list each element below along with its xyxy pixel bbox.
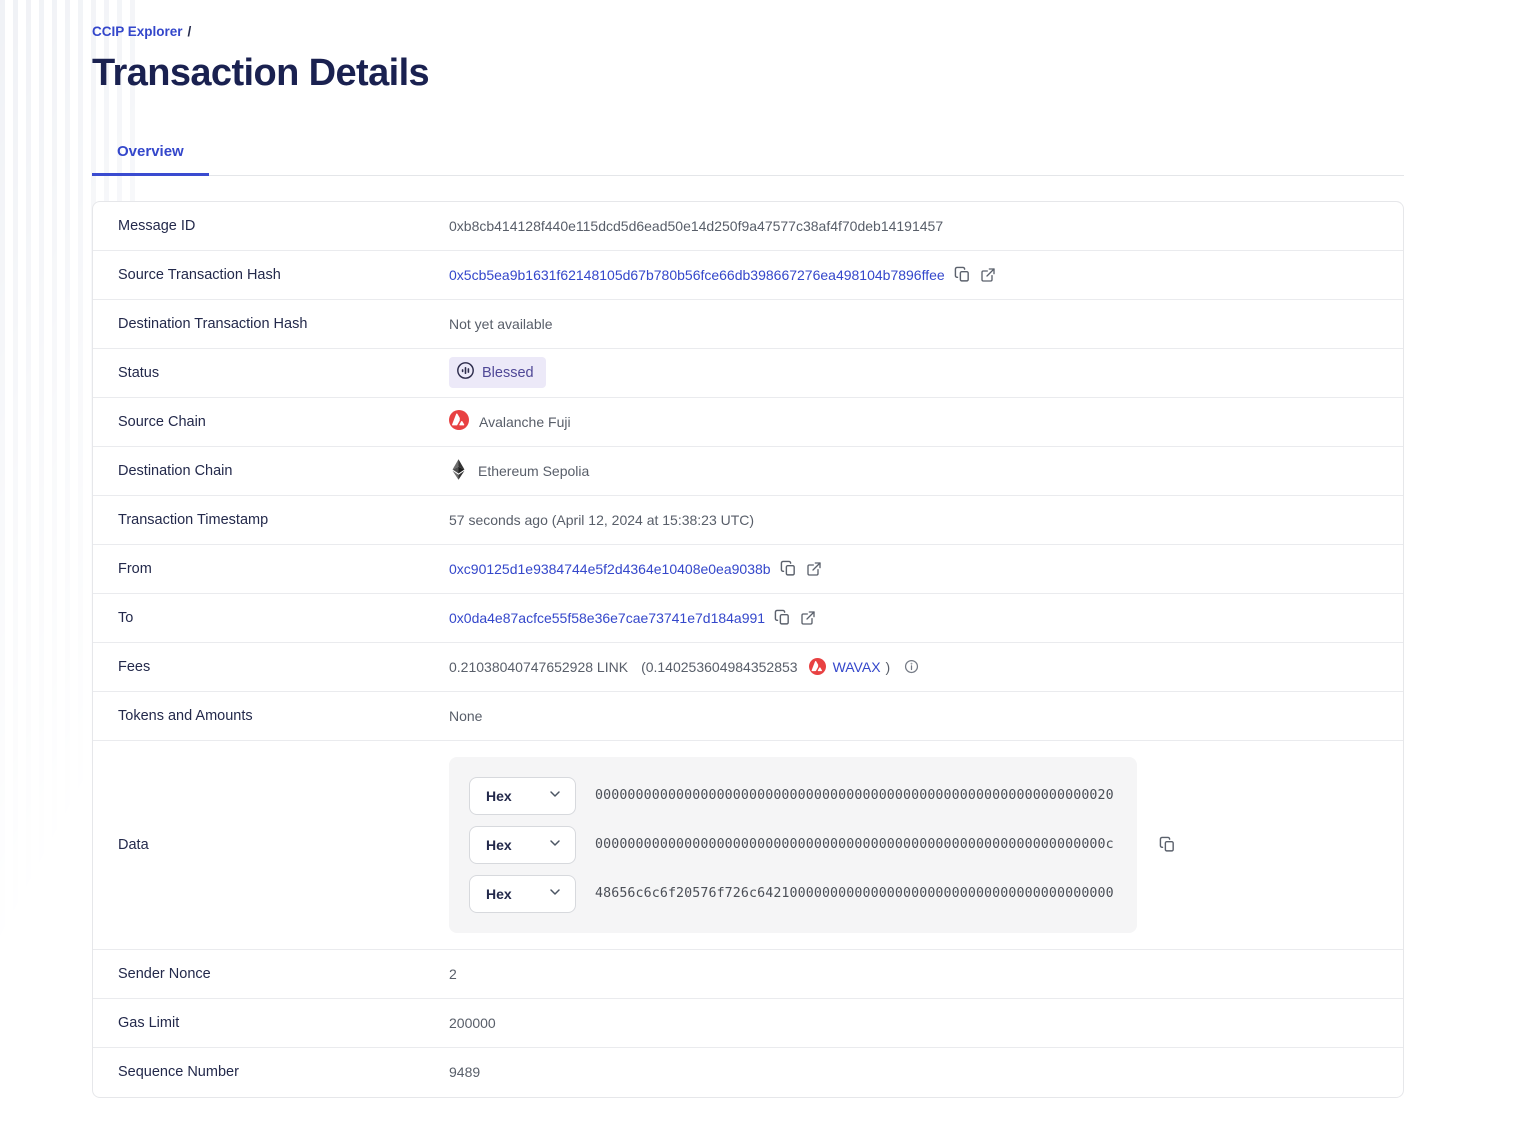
sender-nonce-value: 2 <box>449 965 457 982</box>
row-label: Destination Transaction Hash <box>118 315 308 332</box>
data-format-label: Hex <box>486 836 512 853</box>
data-line: Hex 000000000000000000000000000000000000… <box>469 825 1117 864</box>
data-hex-panel: Hex 000000000000000000000000000000000000… <box>449 756 1137 933</box>
status-badge: Blessed <box>449 357 546 388</box>
sequence-number-value: 9489 <box>449 1064 481 1080</box>
row-status: Status Blessed <box>93 349 1403 398</box>
chevron-down-icon <box>547 884 563 903</box>
row-sender-nonce: Sender Nonce 2 <box>93 950 1403 999</box>
dest-tx-hash-value: Not yet available <box>449 315 553 332</box>
source-tx-hash-link[interactable]: 0x5cb5ea9b1631f62148105d67b780b56fce66db… <box>449 266 945 283</box>
data-line: Hex 000000000000000000000000000000000000… <box>469 776 1117 815</box>
row-data: Data Hex 0000000000000000000000000000000… <box>93 741 1403 950</box>
tab-overview[interactable]: Overview <box>92 132 209 176</box>
data-hex-value: 48656c6c6f20576f726c64210000000000000000… <box>595 886 1114 901</box>
breadcrumb-ccip-explorer-link[interactable]: CCIP Explorer <box>92 24 183 39</box>
gas-limit-value: 200000 <box>449 1014 496 1031</box>
to-address-link[interactable]: 0x0da4e87acfce55f58e36e7cae73741e7d184a9… <box>449 609 766 626</box>
timestamp-value: 57 seconds ago (April 12, 2024 at 15:38:… <box>449 511 755 528</box>
row-label: Source Chain <box>118 413 206 430</box>
row-label: Transaction Timestamp <box>118 511 269 528</box>
row-sequence-number: Sequence Number 9489 <box>93 1048 1403 1097</box>
copy-icon[interactable] <box>954 266 971 283</box>
row-label: Message ID <box>118 217 196 234</box>
fees-converted-amount: (0.140253604984352853 <box>641 658 798 675</box>
data-format-label: Hex <box>486 885 512 902</box>
data-format-select[interactable]: Hex <box>469 874 576 913</box>
page-title: Transaction Details <box>92 51 430 94</box>
from-address-link[interactable]: 0xc90125d1e9384744e5f2d4364e10408e0ea903… <box>449 560 771 577</box>
data-format-select[interactable]: Hex <box>469 825 576 864</box>
row-label: Sender Nonce <box>118 965 211 982</box>
row-label: Destination Chain <box>118 462 233 479</box>
tokens-amounts-value: None <box>449 707 483 724</box>
row-label: Fees <box>118 658 151 675</box>
row-source-tx-hash: Source Transaction Hash 0x5cb5ea9b1631f6… <box>93 251 1403 300</box>
blessed-status-icon <box>456 361 475 384</box>
breadcrumb-separator: / <box>187 24 192 39</box>
fees-link-amount: 0.21038040747652928 LINK <box>449 658 629 675</box>
avalanche-icon <box>808 658 826 675</box>
row-timestamp: Transaction Timestamp 57 seconds ago (Ap… <box>93 496 1403 545</box>
data-format-select[interactable]: Hex <box>469 776 576 815</box>
info-icon[interactable] <box>904 659 919 674</box>
row-label: Status <box>118 364 160 381</box>
dest-chain-name: Ethereum Sepolia <box>478 462 590 479</box>
row-label: Tokens and Amounts <box>118 707 253 724</box>
row-label: To <box>118 609 134 626</box>
row-fees: Fees 0.21038040747652928 LINK (0.1402536… <box>93 643 1403 692</box>
page-container: CCIP Explorer / Transaction Details Overv… <box>92 0 1404 1098</box>
status-badge-label: Blessed <box>482 364 534 381</box>
row-source-chain: Source Chain Avalanche Fuji <box>93 398 1403 447</box>
wavax-token-link[interactable]: WAVAX <box>832 658 881 675</box>
fees-paren-close: ) <box>885 658 891 675</box>
row-dest-tx-hash: Destination Transaction Hash Not yet ava… <box>93 300 1403 349</box>
chevron-down-icon <box>547 786 563 805</box>
row-to: To 0x0da4e87acfce55f58e36e7cae73741e7d18… <box>93 594 1403 643</box>
external-link-icon[interactable] <box>800 610 816 626</box>
row-tokens-amounts: Tokens and Amounts None <box>93 692 1403 741</box>
transaction-details-card: Message ID 0xb8cb414128f440e115dcd5d6ead… <box>92 200 1404 1098</box>
data-format-label: Hex <box>486 787 512 804</box>
row-dest-chain: Destination Chain Ethereum Sepolia <box>93 447 1403 496</box>
chevron-down-icon <box>547 835 563 854</box>
copy-icon[interactable] <box>774 609 791 626</box>
row-label: From <box>118 560 152 577</box>
ethereum-icon <box>452 458 465 483</box>
row-label: Source Transaction Hash <box>118 266 281 283</box>
source-chain-name: Avalanche Fuji <box>479 413 571 430</box>
tab-bar: Overview <box>92 132 1404 176</box>
breadcrumb: CCIP Explorer / <box>92 0 1404 39</box>
copy-icon[interactable] <box>780 560 797 577</box>
row-label: Data <box>118 836 149 853</box>
copy-icon[interactable] <box>1159 836 1176 853</box>
row-from: From 0xc90125d1e9384744e5f2d4364e10408e0… <box>93 545 1403 594</box>
data-hex-value: 0000000000000000000000000000000000000000… <box>595 837 1114 852</box>
row-message-id: Message ID 0xb8cb414128f440e115dcd5d6ead… <box>93 202 1403 251</box>
external-link-icon[interactable] <box>806 561 822 577</box>
row-label: Sequence Number <box>118 1064 239 1080</box>
avalanche-icon <box>449 410 469 433</box>
row-gas-limit: Gas Limit 200000 <box>93 999 1403 1048</box>
data-line: Hex 48656c6c6f20576f726c6421000000000000… <box>469 874 1117 913</box>
data-hex-value: 0000000000000000000000000000000000000000… <box>595 788 1114 803</box>
message-id-value: 0xb8cb414128f440e115dcd5d6ead50e14d250f9… <box>449 217 944 234</box>
row-label: Gas Limit <box>118 1014 180 1031</box>
external-link-icon[interactable] <box>980 267 996 283</box>
